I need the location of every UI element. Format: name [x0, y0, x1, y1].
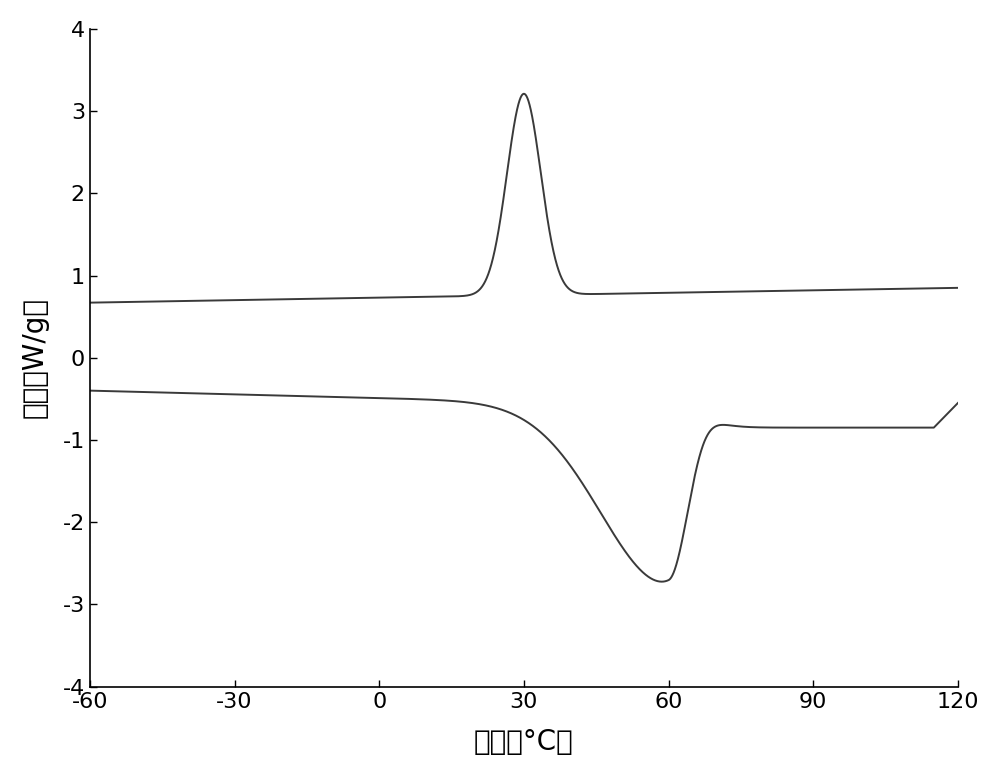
X-axis label: 温度（°C）: 温度（°C）: [474, 728, 574, 756]
Y-axis label: 热流（W/g）: 热流（W/g）: [21, 298, 49, 418]
